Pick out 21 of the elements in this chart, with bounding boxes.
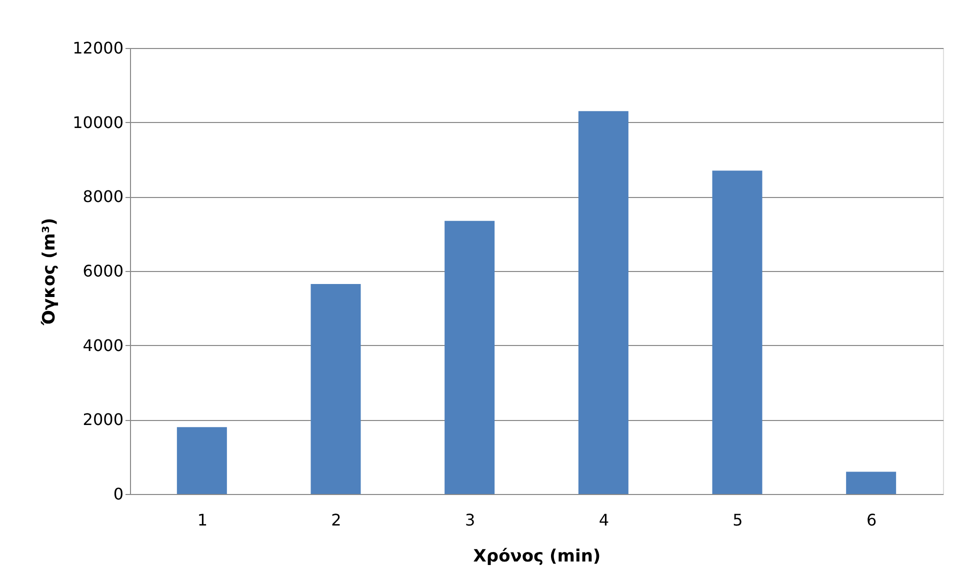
y-tick-label: 4000 <box>82 336 124 355</box>
bar <box>578 111 628 494</box>
y-tick-label: 2000 <box>82 410 124 430</box>
y-tick-label: 8000 <box>82 187 124 206</box>
x-tick-label: 5 <box>732 510 743 530</box>
bar <box>176 427 227 494</box>
bar <box>846 472 896 494</box>
x-axis-title: Χρόνος (min) <box>473 546 601 566</box>
bar <box>444 220 495 494</box>
x-tick-label: 4 <box>598 510 610 530</box>
y-tick-label: 6000 <box>82 262 124 280</box>
x-tick-label: 6 <box>866 510 877 530</box>
y-tick-label: 12000 <box>72 38 124 58</box>
x-tick-label: 1 <box>197 510 208 530</box>
x-tick-label: 2 <box>331 510 342 530</box>
y-tick-label: 10000 <box>72 112 124 132</box>
y-tick-label: 0 <box>113 484 124 504</box>
bar <box>310 284 361 494</box>
x-tick-label: 3 <box>464 510 476 530</box>
bar <box>712 170 762 494</box>
y-axis-title: Όγκος (m³) <box>40 218 60 326</box>
